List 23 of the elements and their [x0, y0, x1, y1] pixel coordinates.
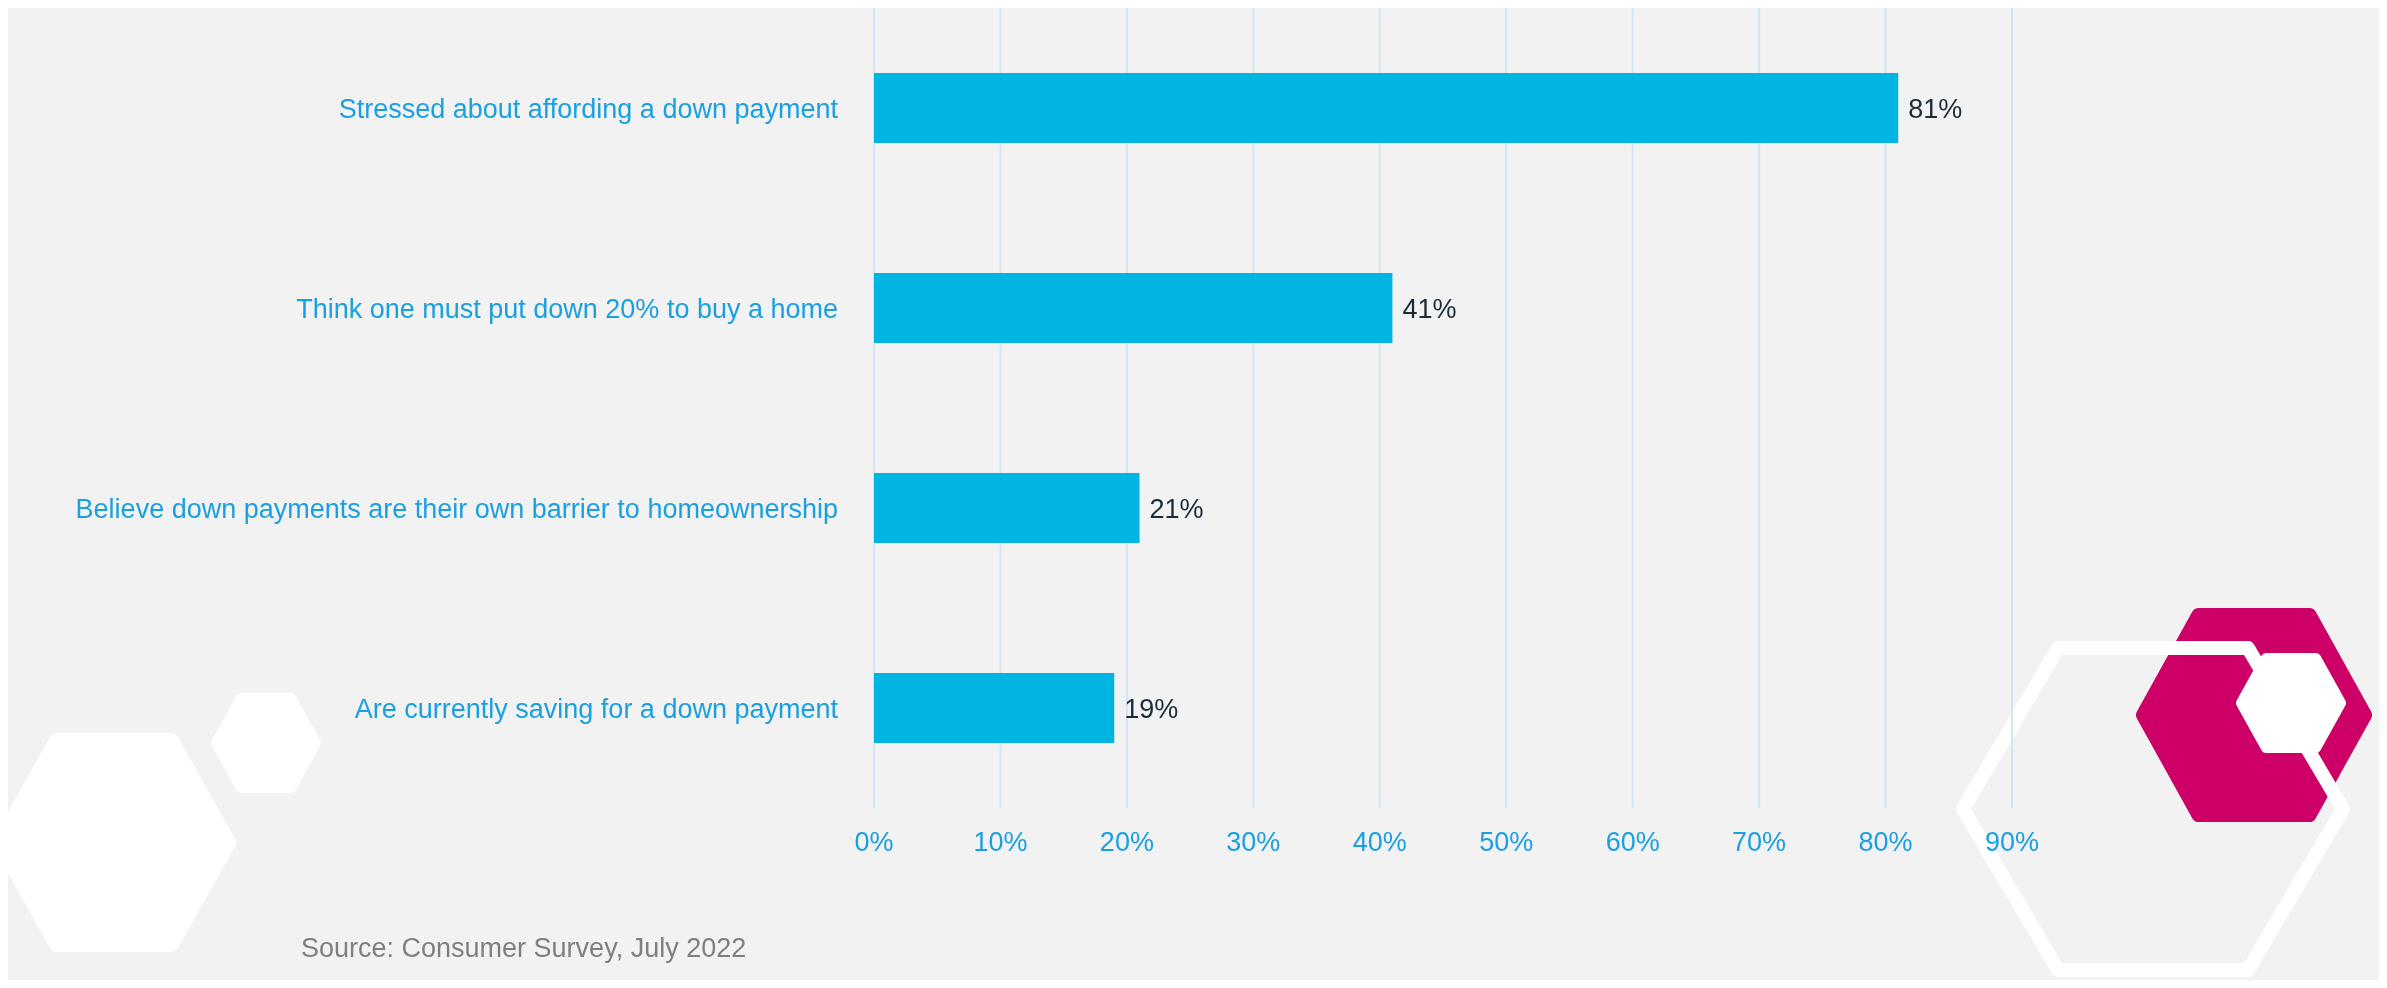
x-tick-label: 40% [1352, 827, 1407, 858]
x-tick-label: 70% [1732, 827, 1787, 858]
bar [874, 273, 1393, 343]
x-tick-label: 10% [973, 827, 1028, 858]
y-tick-label: Believe down payments are their own barrier to homeownership [75, 493, 838, 524]
data-label: 41% [1402, 293, 1457, 324]
x-tick-label: 50% [1479, 827, 1534, 858]
data-label: 19% [1124, 693, 1179, 724]
x-tick-label: 20% [1099, 827, 1154, 858]
source-note: Source: Consumer Survey, July 2022 [301, 933, 747, 964]
x-tick-label: 30% [1226, 827, 1281, 858]
data-label: 81% [1908, 93, 1963, 124]
bar [874, 473, 1140, 543]
x-tick-label: 0% [854, 827, 894, 858]
x-tick-label: 80% [1858, 827, 1913, 858]
y-tick-label: Stressed about affording a down payment [338, 93, 839, 124]
data-label: 21% [1149, 493, 1204, 524]
y-tick-label: Are currently saving for a down payment [354, 693, 839, 724]
x-tick-label: 60% [1605, 827, 1660, 858]
x-tick-label: 90% [1984, 827, 2040, 858]
y-tick-label: Think one must put down 20% to buy a home [296, 293, 838, 324]
bar [874, 673, 1115, 743]
bar [874, 73, 1899, 143]
